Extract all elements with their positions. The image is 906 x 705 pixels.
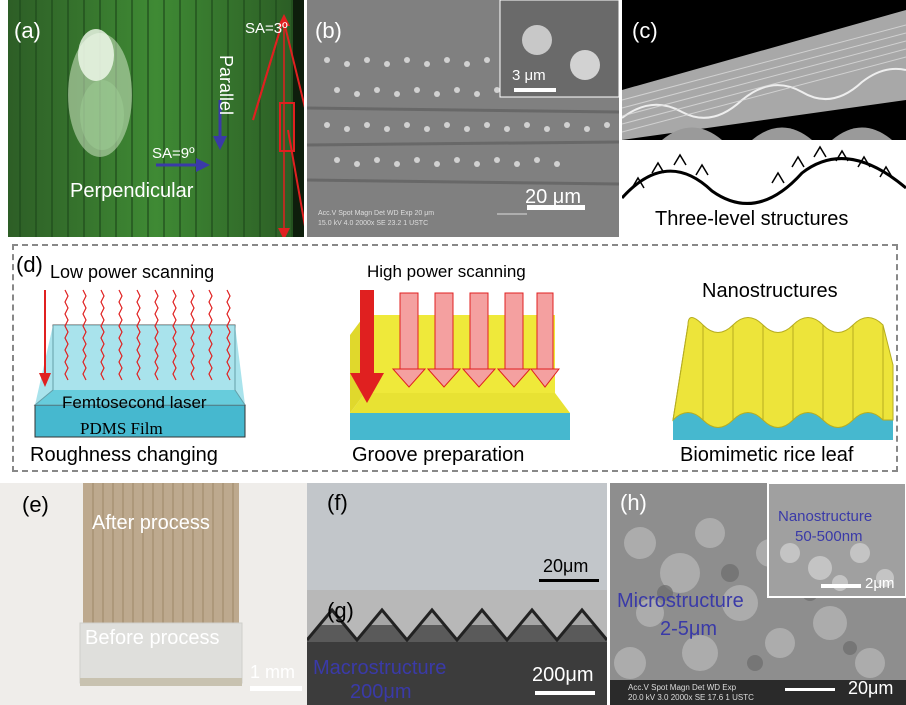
step1-title: Low power scanning: [50, 262, 215, 282]
pdms-film-label: PDMS Film: [80, 419, 163, 438]
panel-f-surface: [307, 483, 607, 590]
rice-leaf-image: [8, 0, 304, 237]
sem-info-b: Acc.V Spot Magn Det WD Exp 20 μm: [318, 210, 435, 217]
panel-f-label: (f): [327, 490, 348, 515]
scale-200um-g: 200μm: [532, 664, 594, 686]
micro-nano-surface: [610, 483, 906, 705]
nanostructure-text: Nanostructure: [778, 508, 873, 525]
microstructure-size: 2-5μm: [660, 618, 718, 640]
panel-a-label: (a): [14, 18, 41, 43]
step2-title: High power scanning: [367, 262, 526, 281]
inset-scale-2um: 2μm: [865, 575, 895, 592]
three-level-model: [622, 0, 906, 140]
femtosecond-laser-label: Femtosecond laser: [62, 393, 207, 412]
scale-1mm: 1 mm: [250, 662, 295, 682]
panel-c-model: [622, 0, 906, 140]
step3-title: Nanostructures: [702, 280, 838, 302]
macrostructure-text: Macrostructure: [313, 657, 447, 679]
sa-parallel-text: SA=3º: [245, 20, 288, 37]
sem-info-h2: 20.0 kV 3.0 2000x SE 17.6 1 USTC: [628, 693, 754, 702]
perpendicular-text: Perpendicular: [70, 180, 194, 202]
before-process-text: Before process: [85, 627, 220, 649]
panel-f-sem: [307, 483, 607, 590]
panel-b-label: (b): [315, 18, 342, 43]
three-level-caption: Three-level structures: [655, 208, 849, 230]
inset-scale-3um: 3 μm: [512, 67, 546, 84]
panel-b-sem: [307, 0, 619, 237]
step2-caption: Groove preparation: [352, 444, 525, 466]
step3-caption: Biomimetic rice leaf: [680, 444, 854, 466]
parallel-text: Parallel: [216, 55, 236, 116]
panel-a-photo: [8, 0, 304, 237]
microstructure-text: Microstructure: [617, 590, 744, 612]
sem-info-b2: 15.0 kV 4.0 2000x SE 23.2 1 USTC: [318, 220, 429, 227]
groove-cross-section: [307, 590, 607, 705]
panel-d-frame: [12, 244, 898, 472]
sample-photo: [0, 483, 307, 705]
panel-h-sem: [610, 483, 906, 705]
scale-20um-b: 20 μm: [525, 186, 581, 208]
sa-perpendicular-text: SA=9º: [152, 145, 195, 162]
after-process-text: After process: [92, 512, 210, 534]
nanostructure-size: 50-500nm: [795, 528, 863, 545]
sem-leaf-surface: [307, 0, 619, 237]
step3-diagram: [672, 317, 894, 440]
panel-d-label: (d): [16, 252, 43, 277]
panel-g-label: (g): [327, 598, 354, 623]
three-level-profile: [622, 145, 906, 205]
scale-20um-h: 20μm: [848, 678, 894, 698]
panel-h-label: (h): [620, 490, 647, 515]
panel-e-label: (e): [22, 492, 49, 517]
panel-e-photo: [0, 483, 307, 705]
step1-caption: Roughness changing: [30, 444, 218, 466]
panel-g-sem: [307, 590, 607, 705]
step1-diagram: [33, 289, 246, 438]
scale-20um-f: 20μm: [543, 556, 589, 576]
panel-c-label: (c): [632, 18, 658, 43]
sem-info-h: Acc.V Spot Magn Det WD Exp: [628, 683, 737, 692]
step2-diagram: [350, 290, 570, 440]
macrostructure-size: 200μm: [350, 681, 412, 703]
